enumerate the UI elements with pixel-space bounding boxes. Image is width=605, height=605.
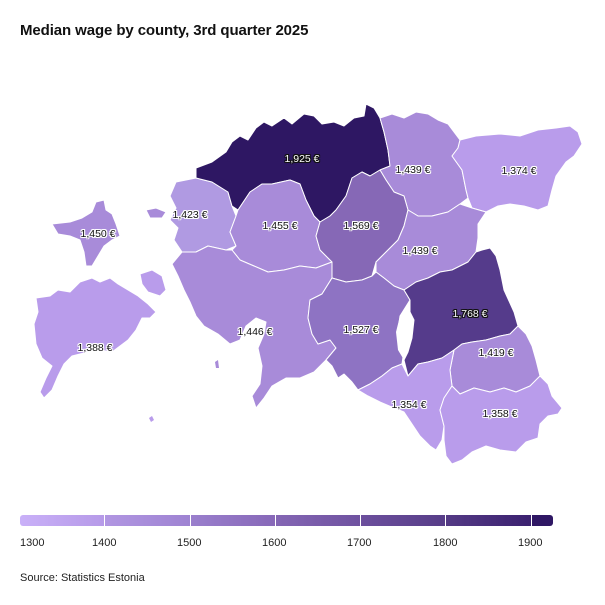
color-scale-legend — [20, 515, 553, 526]
label-jogeva: 1,439 € — [402, 245, 438, 257]
label-jarva: 1,569 € — [343, 220, 379, 232]
legend-segment-1400 — [105, 515, 191, 526]
legend-segment-1300 — [20, 515, 106, 526]
legend-tick-1700: 1700 — [347, 537, 372, 549]
lake-peipus — [476, 206, 560, 326]
label-ida-viru: 1,374 € — [501, 165, 537, 177]
region-hiiu[interactable] — [51, 199, 121, 267]
legend-segment-1900 — [531, 515, 553, 526]
island-kihnu — [215, 360, 219, 368]
region-saare[interactable] — [33, 277, 157, 399]
legend-tick-1600: 1600 — [262, 537, 287, 549]
label-laane: 1,423 € — [172, 209, 208, 221]
legend-tick-1400: 1400 — [92, 537, 117, 549]
region-ida-viru[interactable] — [451, 125, 583, 213]
region-hiiu-islet — [145, 207, 167, 219]
label-harju: 1,925 € — [284, 153, 320, 165]
label-rapla: 1,455 € — [262, 220, 298, 232]
legend-segment-1800 — [446, 515, 532, 526]
legend-segment-1600 — [275, 515, 362, 526]
legend-segment-1500 — [190, 515, 276, 526]
label-laane-viru: 1,439 € — [395, 164, 431, 176]
label-viljandi: 1,527 € — [343, 324, 379, 336]
label-polva: 1,419 € — [478, 347, 514, 359]
legend-tick-1900: 1900 — [518, 537, 543, 549]
lake-vortsjarv — [396, 312, 414, 360]
legend-tick-1500: 1500 — [177, 537, 202, 549]
label-valga: 1,354 € — [391, 399, 427, 411]
region-voru[interactable] — [439, 375, 563, 465]
label-tartu: 1,768 € — [452, 308, 488, 320]
source-note: Source: Statistics Estonia — [20, 572, 145, 584]
label-voru: 1,358 € — [482, 408, 518, 420]
label-saare: 1,388 € — [77, 342, 113, 354]
legend-tick-1300: 1300 — [20, 537, 45, 549]
label-parnu: 1,446 € — [237, 326, 273, 338]
region-muhu — [139, 269, 167, 297]
legend-segment-1700 — [361, 515, 447, 526]
chart-title: Median wage by county, 3rd quarter 2025 — [20, 22, 309, 39]
island-ruhnu — [149, 416, 154, 422]
legend-tick-1800: 1800 — [433, 537, 458, 549]
label-hiiu: 1,450 € — [80, 228, 116, 240]
region-parnu[interactable] — [171, 245, 337, 409]
